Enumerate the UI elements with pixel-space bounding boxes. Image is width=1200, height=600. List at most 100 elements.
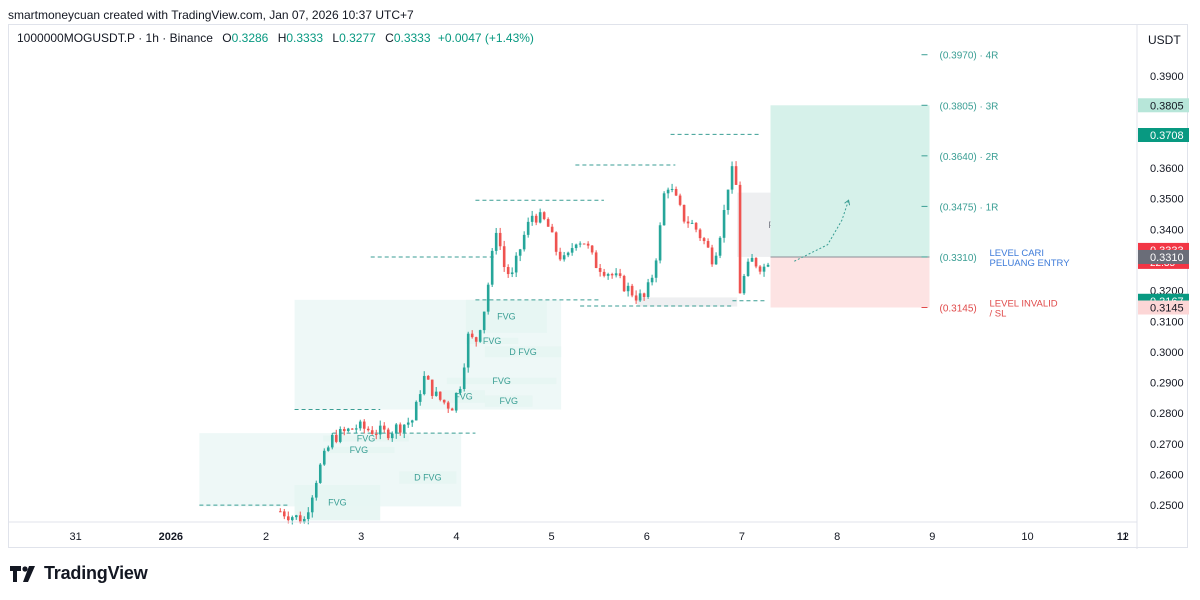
candle-body — [758, 266, 762, 272]
candle-body — [750, 257, 754, 262]
price-badge-label: 0.3145 — [1150, 303, 1184, 315]
candle-body — [338, 429, 342, 442]
candle-body — [382, 425, 386, 430]
candle-body — [482, 311, 486, 331]
candle-body — [286, 516, 290, 521]
candle-body — [634, 295, 638, 301]
fvg-zone — [465, 299, 547, 333]
price-tick-label: 0.2600 — [1150, 470, 1184, 482]
candle-body — [498, 232, 502, 247]
fvg-zone — [442, 390, 485, 403]
level-value: (0.3475) · 1R — [939, 202, 998, 213]
price-tick-label: 0.3500 — [1150, 194, 1184, 206]
price-badge-label: 0.3310 — [1150, 252, 1184, 264]
price-badge-label: 0.3805 — [1150, 100, 1184, 112]
candle-body — [518, 249, 522, 256]
fvg-label: FVG — [328, 498, 347, 508]
candle-body — [614, 273, 618, 276]
low-label: L — [332, 31, 340, 45]
candle-body — [730, 166, 734, 190]
candle-body — [426, 375, 430, 380]
currency-label[interactable]: USDT — [1148, 33, 1181, 47]
candle-body — [690, 222, 694, 224]
candle-body — [626, 285, 630, 292]
candle-body — [642, 293, 646, 297]
fvg-label: FVG — [499, 396, 518, 406]
candle-body — [326, 447, 330, 451]
symbol-exchange: Binance — [169, 31, 213, 45]
symbol-interval: 1h — [145, 31, 159, 45]
candle-body — [550, 226, 554, 233]
candle-body — [414, 401, 418, 421]
candle-body — [278, 511, 282, 513]
candle-body — [430, 379, 434, 396]
level-value: (0.3805) · 3R — [939, 101, 998, 112]
change-value: +0.0047 (+1.43%) — [437, 31, 534, 45]
candle-body — [714, 255, 718, 265]
candle-body — [346, 428, 350, 432]
candle-body — [406, 422, 410, 425]
candle-body — [294, 515, 298, 518]
candle-body — [474, 337, 478, 342]
candle-body — [334, 434, 338, 442]
fvg-zone — [399, 471, 457, 484]
candle-body — [710, 247, 714, 265]
price-tick-label: 0.3400 — [1150, 224, 1184, 236]
candle-body — [682, 204, 686, 222]
candle-body — [390, 433, 394, 439]
price-tick-label: 0.2700 — [1150, 439, 1184, 451]
price-badge — [1138, 128, 1189, 143]
time-tick-label: 31 — [70, 531, 82, 543]
candle-body — [438, 391, 442, 400]
time-tick-label: 5 — [549, 531, 555, 543]
candle-body — [670, 188, 674, 190]
candle-body — [494, 232, 498, 251]
candle-body — [466, 333, 470, 368]
candle-body — [358, 421, 362, 429]
candle-body — [734, 166, 738, 185]
time-tick-label: 11 — [1117, 531, 1128, 543]
candle-body — [478, 330, 482, 342]
level-label: LEVEL INVALID — [989, 299, 1057, 310]
candle-body — [318, 464, 322, 483]
candle-body — [462, 367, 466, 390]
candle-body — [606, 274, 610, 276]
candle-body — [718, 237, 722, 256]
level-layer: (0.3970) · 4R (0.3805) · 3R (0.3640) · 2R (… — [794, 51, 1070, 320]
candle-body — [398, 424, 402, 433]
candle-body — [666, 189, 670, 194]
candle-body — [362, 421, 366, 429]
tradingview-logo: TradingView — [10, 563, 148, 584]
candle-body — [302, 518, 306, 523]
candle-body — [378, 425, 382, 435]
candle-body — [754, 257, 758, 267]
candle-body — [314, 482, 318, 498]
candle-body — [370, 430, 374, 435]
candle-body — [594, 252, 598, 269]
candle-body — [570, 248, 574, 253]
candle-body — [662, 193, 666, 226]
fvg-zone — [446, 377, 557, 385]
candle-body — [386, 429, 390, 439]
stop-zone — [770, 256, 930, 308]
open-label: O — [222, 31, 232, 45]
price-tick-label: 0.3100 — [1150, 316, 1184, 328]
candle-body — [618, 273, 622, 276]
candle-body — [506, 267, 510, 275]
candle-body — [558, 251, 562, 260]
tradingview-logo-icon — [10, 565, 35, 582]
level-label: PELUANG ENTRY — [989, 258, 1070, 269]
fvg-zone — [484, 346, 562, 358]
candle-body — [598, 268, 602, 272]
time-tick-label: 7 — [739, 531, 745, 543]
level-value: (0.3640) · 2R — [939, 152, 998, 163]
candle-body — [310, 497, 314, 513]
candle-body — [694, 222, 698, 230]
imbalance-zone — [637, 297, 738, 307]
candle-body — [590, 245, 594, 253]
candle-body — [722, 210, 726, 238]
candle-body — [646, 282, 650, 297]
candle-body — [402, 424, 406, 433]
